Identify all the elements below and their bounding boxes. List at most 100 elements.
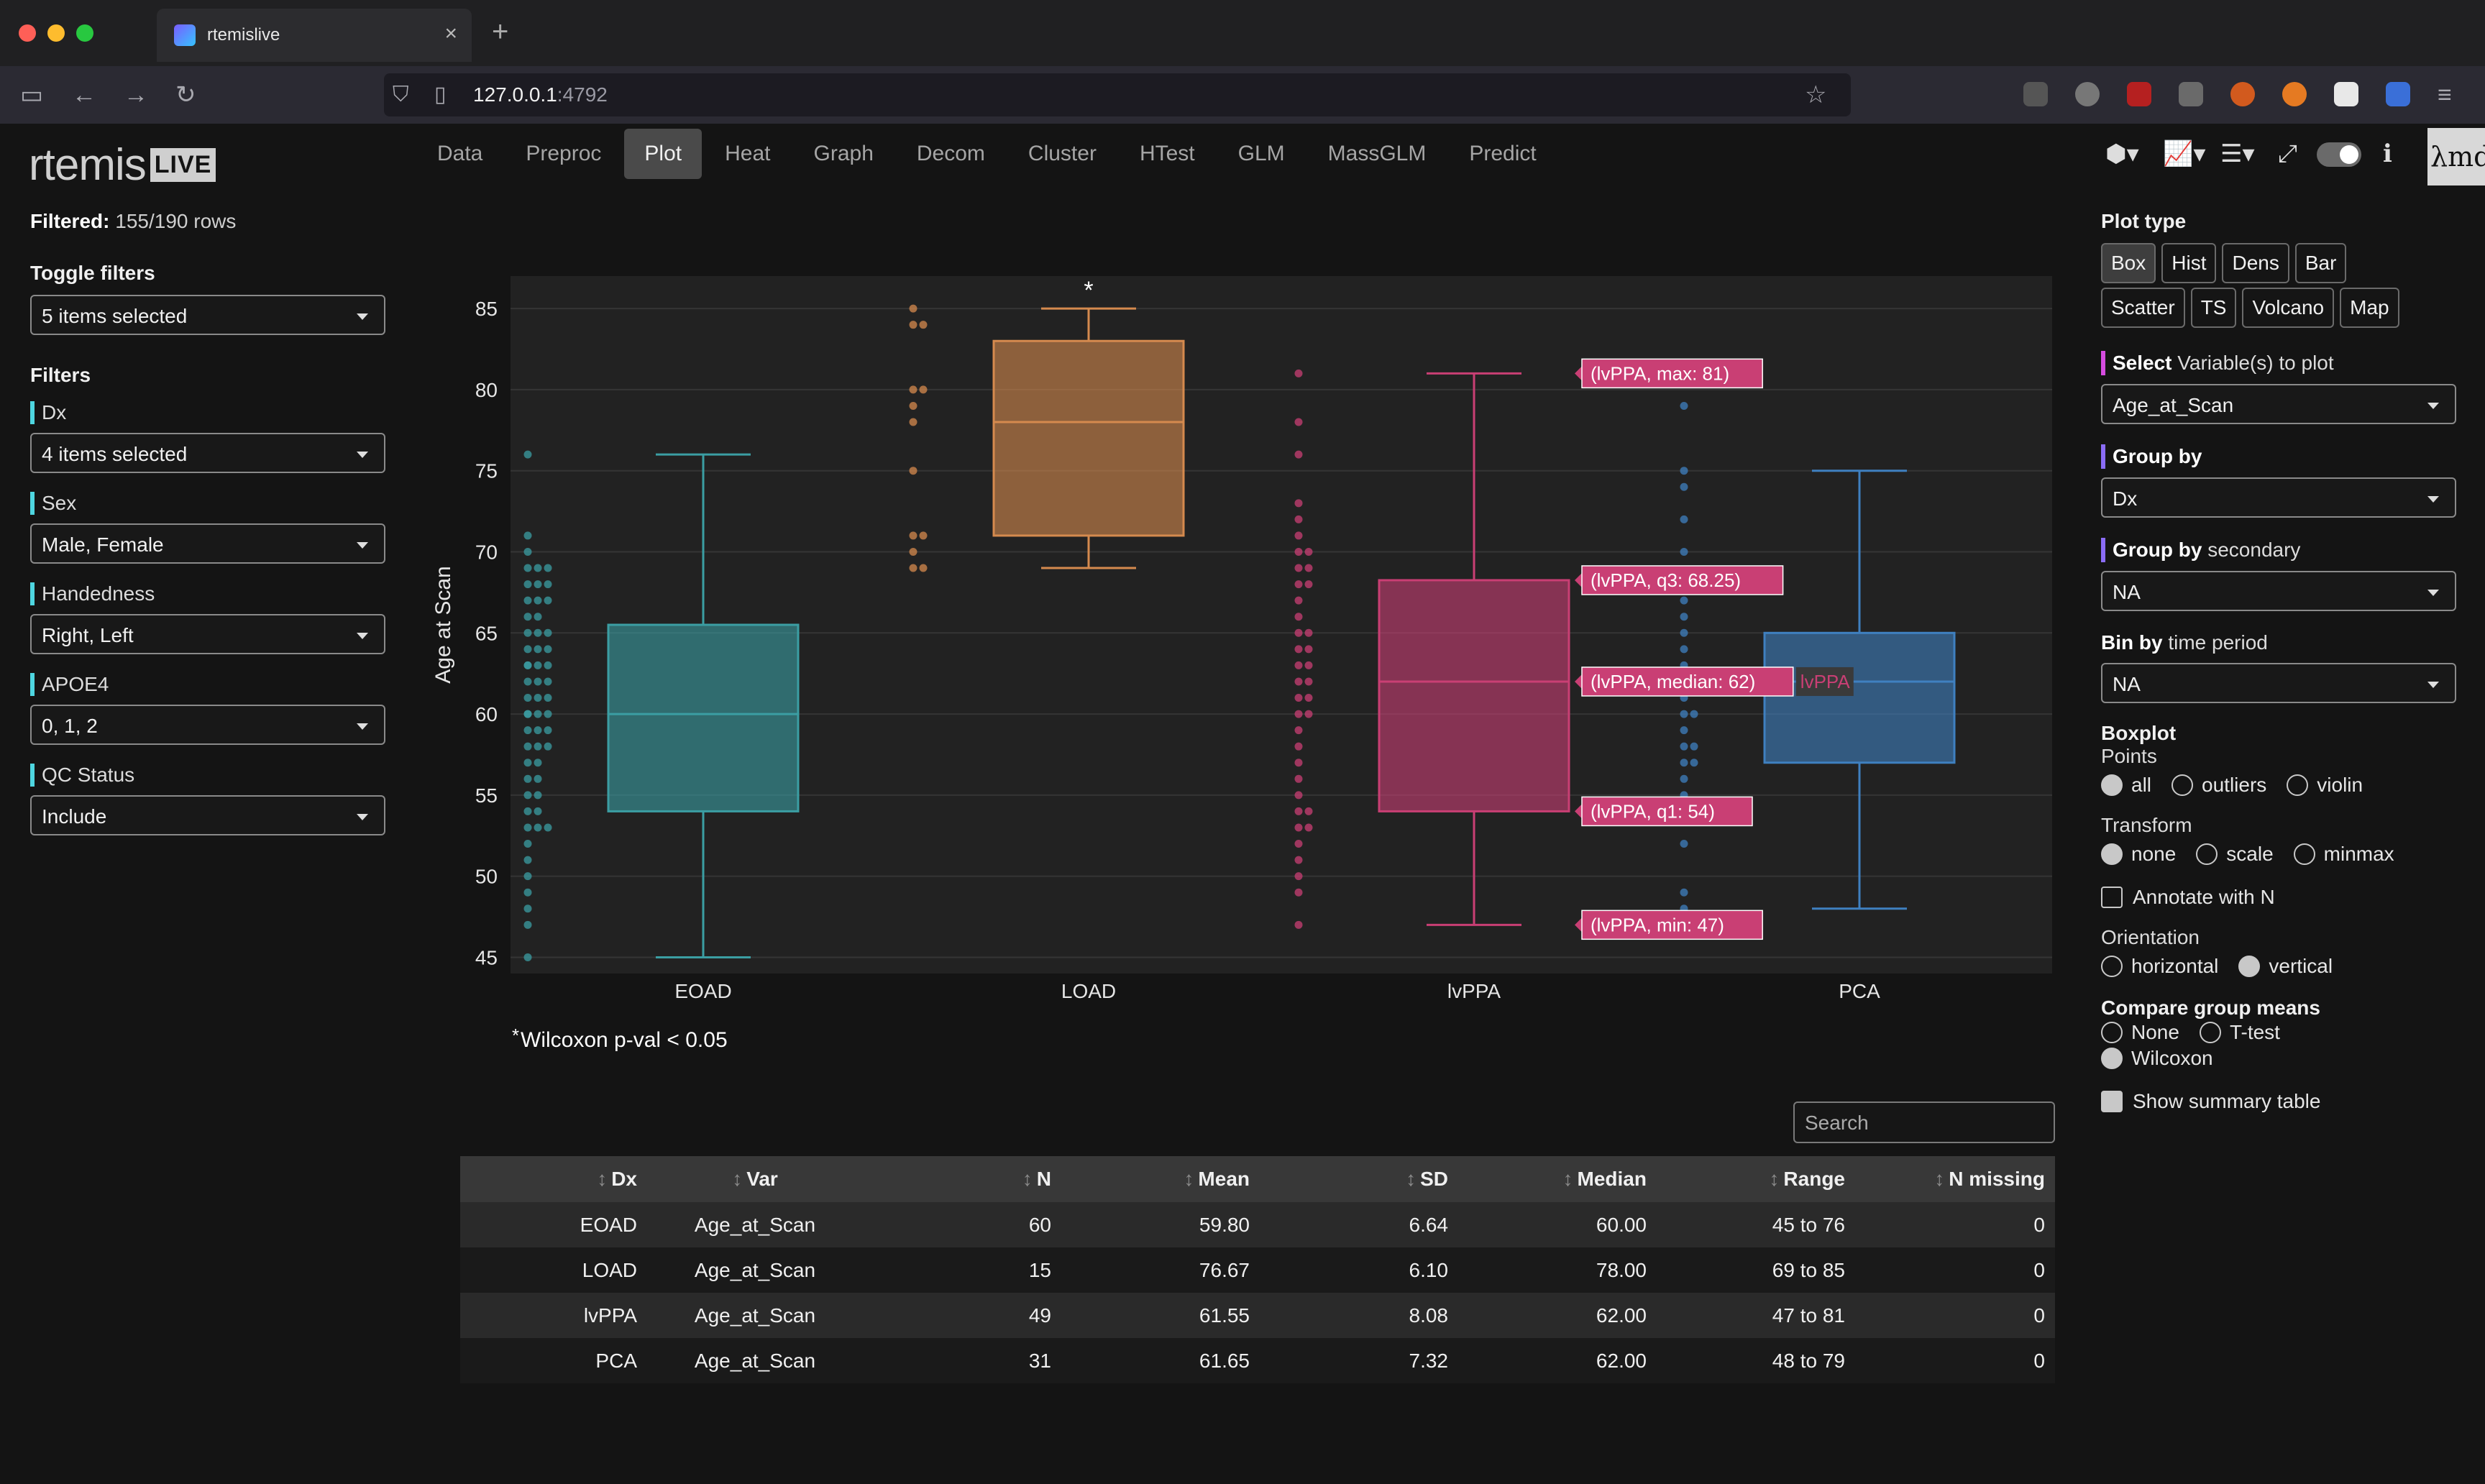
orange-extension-icon[interactable]: [2282, 82, 2307, 106]
table-search-input[interactable]: Search: [1793, 1101, 2055, 1143]
plot-type-map-button[interactable]: Map: [2340, 288, 2399, 328]
grid-extension-icon[interactable]: [2179, 82, 2203, 106]
table-row: LOAD Age_at_Scan 15 76.67 6.10 78.00 69 to 85 0: [460, 1247, 2055, 1293]
plot-type-bar-button[interactable]: Bar: [2294, 243, 2347, 283]
annotate-n-checkbox[interactable]: Annotate with N: [2101, 886, 2456, 909]
toggle-filters-select[interactable]: 5 items selected: [30, 295, 385, 335]
corner-logo: λmd: [2427, 128, 2485, 186]
data-point: [1304, 628, 1313, 637]
close-window-button[interactable]: [19, 24, 36, 42]
tab-plot[interactable]: Plot: [624, 129, 703, 179]
ublock-icon[interactable]: [2127, 82, 2151, 106]
summary-table-checkbox[interactable]: Show summary table: [2101, 1090, 2456, 1113]
data-point: [523, 710, 532, 718]
hover-label-box: [1581, 910, 1763, 940]
minimize-window-button[interactable]: [47, 24, 65, 42]
data-point: [1680, 726, 1688, 735]
wrench-icon[interactable]: [2023, 82, 2048, 106]
plot-type-dens-button[interactable]: Dens: [2222, 243, 2289, 283]
fire-extension-icon[interactable]: [2230, 82, 2255, 106]
boxplot-chart[interactable]: 45 50 55 60 65 70 75 80 85 EOAD LOAD lvPPA PCA (lvPP…: [431, 276, 2059, 1089]
plot-type-scatter-button[interactable]: Scatter: [2101, 288, 2185, 328]
blue-extension-icon[interactable]: [2386, 82, 2410, 106]
theme-toggle[interactable]: [2317, 142, 2361, 167]
tab-graph[interactable]: Graph: [813, 142, 874, 165]
points-all-radio[interactable]: all: [2101, 774, 2151, 797]
tab-heat[interactable]: Heat: [725, 142, 771, 165]
bookmark-star-icon[interactable]: ☆: [1805, 81, 1827, 109]
info-icon[interactable]: ℹ: [2383, 140, 2392, 168]
transform-none-radio[interactable]: none: [2101, 843, 2176, 866]
tab-decom[interactable]: Decom: [916, 142, 985, 165]
browser-tab[interactable]: rtemislive ×: [157, 9, 472, 62]
col-range[interactable]: ↕ Range: [1657, 1156, 1855, 1202]
transform-minmax-radio[interactable]: minmax: [2293, 843, 2394, 866]
back-icon[interactable]: ←: [72, 81, 96, 109]
menu-icon[interactable]: ≡: [2438, 81, 2452, 109]
shield-icon[interactable]: ⛉: [393, 83, 409, 106]
compare-ttest-radio[interactable]: T-test: [2199, 1021, 2280, 1044]
tab-cluster[interactable]: Cluster: [1028, 142, 1097, 165]
orientation-horizontal-radio[interactable]: horizontal: [2101, 955, 2218, 978]
chart-menu-icon[interactable]: 📈▾: [2163, 140, 2206, 168]
tab-preproc[interactable]: Preproc: [526, 142, 602, 165]
col-n[interactable]: ↕ N: [863, 1156, 1061, 1202]
orientation-vertical-radio[interactable]: vertical: [2238, 955, 2333, 978]
cube-menu-icon[interactable]: ⬢▾: [2105, 140, 2139, 168]
points-violin-radio[interactable]: violin: [2287, 774, 2363, 797]
tab-htest[interactable]: HTest: [1139, 142, 1195, 165]
points-outliers-radio[interactable]: outliers: [2171, 774, 2266, 797]
expand-icon[interactable]: ⤢: [2278, 140, 2298, 168]
document-extension-icon[interactable]: [2334, 82, 2358, 106]
compare-none-radio[interactable]: None: [2101, 1021, 2179, 1044]
tab-predict[interactable]: Predict: [1469, 142, 1537, 165]
compare-means-label: Compare group means: [2101, 997, 2320, 1019]
globe-extension-icon[interactable]: [2075, 82, 2100, 106]
compare-wilcoxon-radio[interactable]: Wilcoxon: [2101, 1047, 2213, 1070]
filter-dx-select[interactable]: 4 items selected: [30, 433, 385, 473]
col-sd[interactable]: ↕ SD: [1260, 1156, 1458, 1202]
col-mean[interactable]: ↕ Mean: [1061, 1156, 1260, 1202]
boxplot-svg[interactable]: 45 50 55 60 65 70 75 80 85 EOAD LOAD lvPPA PCA (lvPP…: [431, 276, 2059, 1089]
radio-icon: [2196, 843, 2218, 865]
forward-icon[interactable]: →: [124, 81, 148, 109]
y-axis-label: Age at Scan: [431, 566, 455, 683]
filter-handedness-select[interactable]: Right, Left: [30, 614, 385, 654]
col-n-missing[interactable]: ↕ N missing: [1855, 1156, 2055, 1202]
data-point: [523, 694, 532, 702]
group-by-secondary-select[interactable]: NA: [2101, 571, 2456, 611]
plot-type-box-button[interactable]: Box: [2101, 243, 2156, 283]
data-point: [1680, 888, 1688, 897]
tab-glm[interactable]: GLM: [1237, 142, 1285, 165]
group-by-bold: Group by: [2113, 445, 2202, 467]
col-dx[interactable]: ↕ Dx: [460, 1156, 647, 1202]
col-median[interactable]: ↕ Median: [1458, 1156, 1657, 1202]
new-tab-button[interactable]: +: [492, 16, 509, 47]
maximize-window-button[interactable]: [76, 24, 93, 42]
address-bar[interactable]: 127.0.0.1:4792: [384, 73, 1851, 116]
filter-qc-status-select[interactable]: Include: [30, 795, 385, 835]
select-variable-select[interactable]: Age_at_Scan: [2101, 384, 2456, 424]
group-by-select[interactable]: Dx: [2101, 477, 2456, 518]
cell: 47 to 81: [1657, 1293, 1855, 1338]
data-point: [1294, 872, 1303, 881]
tab-data[interactable]: Data: [437, 142, 483, 165]
bin-by-select[interactable]: NA: [2101, 663, 2456, 703]
reload-icon[interactable]: ↻: [175, 81, 196, 109]
plot-type-volcano-button[interactable]: Volcano: [2242, 288, 2335, 328]
plot-type-hist-button[interactable]: Hist: [2161, 243, 2217, 283]
sidebar-toggle-icon[interactable]: ▭: [20, 81, 44, 109]
plot-type-ts-button[interactable]: TS: [2190, 288, 2237, 328]
orientation-radio-group: horizontal vertical: [2101, 955, 2456, 981]
col-var[interactable]: ↕ Var: [647, 1156, 863, 1202]
filter-sex-select[interactable]: Male, Female: [30, 523, 385, 564]
filter-apoe4-select[interactable]: 0, 1, 2: [30, 705, 385, 745]
list-menu-icon[interactable]: ☰▾: [2220, 140, 2255, 168]
cell: Age_at_Scan: [647, 1247, 863, 1293]
tab-massglm[interactable]: MassGLM: [1327, 142, 1427, 165]
transform-scale-radio[interactable]: scale: [2196, 843, 2274, 866]
data-point: [534, 807, 542, 815]
compare-wilcoxon-label: Wilcoxon: [2131, 1047, 2213, 1069]
close-tab-icon[interactable]: ×: [444, 22, 457, 45]
data-point: [534, 645, 542, 654]
